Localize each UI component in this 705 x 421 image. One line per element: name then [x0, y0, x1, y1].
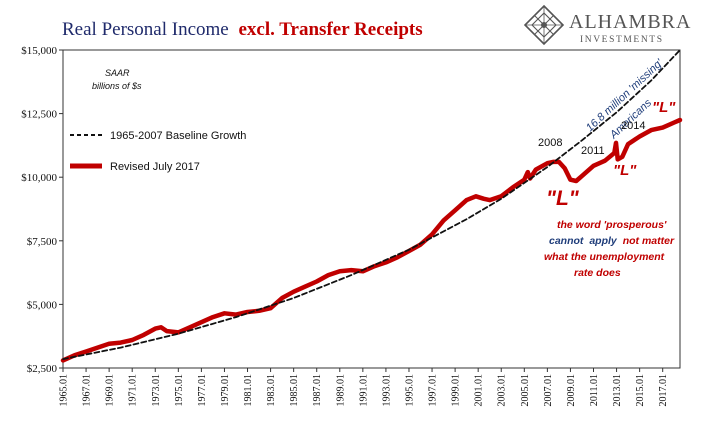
y-tick-label: $15,000	[21, 45, 57, 57]
series-layer	[60, 49, 683, 363]
x-tick-label: 1987.01	[312, 374, 323, 407]
legend-revised-label: Revised July 2017	[110, 161, 200, 173]
x-tick-label: 2001.01	[474, 374, 485, 407]
year-2011-label: 2011	[581, 145, 605, 157]
x-tick-label: 1965.01	[59, 374, 70, 407]
comment-line-2: cannot apply not matter	[549, 235, 675, 247]
x-tick-label: 1971.01	[128, 374, 139, 407]
x-tick-label: 1981.01	[243, 374, 254, 407]
x-tick-label: 2015.01	[635, 374, 646, 407]
x-tick-label: 1985.01	[289, 374, 300, 407]
logo-tagline: INVESTMENTS	[580, 35, 664, 45]
comment-line-3: what the unemployment	[544, 251, 665, 263]
alhambra-logo: ALHAMBRA INVESTMENTS	[523, 4, 691, 46]
L-label-middle: "L"	[613, 162, 637, 179]
x-tick-label: 2009.01	[566, 374, 577, 407]
x-tick-label: 1989.01	[335, 374, 346, 407]
y-tick-label: $5,000	[27, 299, 58, 311]
y-axis: $2,500 $5,000 $7,500 $10,000 $12,500 $15,000	[21, 45, 63, 375]
title-part-1: Real Personal Income	[62, 19, 229, 40]
x-tick-label: 1983.01	[266, 374, 277, 407]
annotations: 16.8 million 'missing' Americans 2008 20…	[538, 56, 676, 279]
x-tick-label: 1969.01	[105, 374, 116, 407]
x-tick-label: 1967.01	[82, 374, 93, 407]
y-tick-label: $12,500	[21, 109, 57, 121]
x-tick-label: 1999.01	[451, 374, 462, 407]
x-tick-label: 2017.01	[658, 374, 669, 407]
y-tick-label: $10,000	[21, 172, 57, 184]
x-tick-label: 1979.01	[220, 374, 231, 407]
plot-frame	[62, 49, 681, 369]
x-axis: 1965.01 1967.01 1969.01 1971.01 1973.01 1975.…	[59, 368, 669, 407]
comment-line-1: the word 'prosperous'	[557, 219, 667, 231]
year-2014-label: 2014	[621, 120, 645, 132]
x-tick-label: 1977.01	[197, 374, 208, 407]
y-tick-label: $2,500	[27, 363, 58, 375]
x-tick-label: 2007.01	[543, 374, 554, 407]
L-label-top: "L"	[652, 99, 676, 116]
title-part-2: excl. Transfer Receipts	[238, 19, 422, 40]
baseline-growth-line	[62, 49, 681, 361]
x-tick-label: 2003.01	[497, 374, 508, 407]
x-tick-label: 2005.01	[520, 374, 531, 407]
chart-title: Real Personal Income excl. Transfer Rece…	[62, 19, 423, 40]
y-tick-label: $7,500	[27, 236, 58, 248]
legend-baseline-label: 1965-2007 Baseline Growth	[110, 130, 246, 142]
logo-name: ALHAMBRA	[569, 11, 691, 33]
comment-word-cannot: cannot	[549, 235, 584, 247]
x-tick-label: 1975.01	[174, 374, 185, 407]
x-tick-label: 2013.01	[612, 374, 623, 407]
x-tick-label: 2011.01	[589, 374, 600, 406]
x-tick-label: 1997.01	[428, 374, 439, 407]
x-tick-label: 1973.01	[151, 374, 162, 407]
x-tick-label: 1991.01	[358, 374, 369, 407]
comment-word-not-matter: not matter	[623, 235, 675, 247]
comment-line-4: rate does	[574, 267, 621, 279]
diamond-lattice-icon	[523, 4, 565, 46]
L-label-big: "L"	[546, 187, 580, 210]
comment-word-apply: apply	[589, 235, 618, 247]
x-tick-label: 1995.01	[404, 374, 415, 407]
legend: 1965-2007 Baseline Growth Revised July 2…	[70, 130, 246, 173]
units-line-2: billions of $s	[92, 81, 142, 91]
x-tick-label: 1993.01	[381, 374, 392, 407]
units-line-1: SAAR	[105, 68, 130, 78]
year-2008-label: 2008	[538, 137, 562, 149]
